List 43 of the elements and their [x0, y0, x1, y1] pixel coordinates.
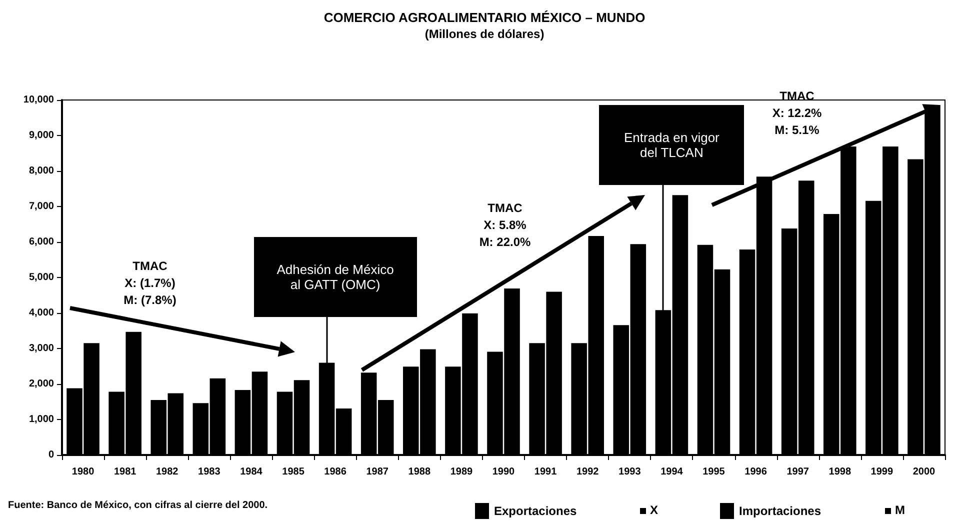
x-tick-label: 1994 [660, 466, 684, 478]
y-tick-label: 7,000 [28, 201, 54, 212]
y-tick-label: 3,000 [28, 343, 54, 354]
x-tick-label: 1985 [282, 466, 305, 478]
y-tick-label: 10,000 [23, 94, 54, 106]
x-tick-label: 1995 [702, 466, 726, 478]
y-tick-label: 4,000 [28, 308, 54, 318]
callout-box: Adhesión de México al GATT (OMC) [254, 237, 417, 317]
x-tick-label: 1988 [408, 466, 431, 478]
x-tick-label: 1989 [450, 466, 474, 478]
x-tick-label: 1990 [492, 466, 516, 478]
text: X [650, 503, 658, 517]
x-tick-label: 1997 [786, 466, 810, 478]
y-tick-label: 2,000 [28, 378, 54, 390]
y-tick-label: 9,000 [28, 130, 54, 141]
x-tick-label: 1999 [870, 466, 894, 478]
text: M [895, 503, 905, 517]
x-tick-label: 1986 [324, 466, 347, 478]
x-tick-label: 1991 [534, 466, 558, 478]
y-tick-label: 6,000 [28, 236, 54, 248]
x-tick-label: 1996 [744, 466, 768, 478]
annotation: TMAC X: (1.7%) M: (7.8%) [122, 258, 178, 309]
annotation: TMAC X: 5.8% M: 22.0% [478, 200, 532, 251]
x-tick-label: 1981 [114, 466, 137, 478]
x-tick-label: 1983 [198, 466, 221, 478]
source-note: Fuente: Banco de México, con cifras al cierre del 2000. [8, 500, 268, 511]
x-tick-label: 1992 [576, 466, 600, 478]
y-tick-label: 1,000 [28, 414, 54, 425]
callout-box: Entrada en vigor del TLCAN [599, 105, 744, 185]
y-tick-label: 8,000 [28, 166, 54, 176]
y-tick-label: 0 [48, 450, 54, 460]
legend-label: Importaciones [739, 504, 822, 518]
x-tick-label: 1980 [72, 466, 95, 478]
x-tick-label: 2000 [912, 466, 936, 478]
chart-subtitle: (Millones de dólares) [424, 27, 544, 41]
x-tick-label: 1984 [240, 466, 263, 478]
chart-title: COMERCIO AGROALIMENTARIO MÉXICO – MUNDO [324, 10, 646, 25]
y-tick-label: 5,000 [28, 272, 54, 283]
legend-label: Exportaciones [494, 504, 578, 518]
x-tick-label: 1998 [828, 466, 852, 478]
x-tick-label: 1993 [618, 466, 642, 478]
x-tick-label: 1987 [366, 466, 389, 478]
x-tick-label: 1982 [156, 466, 179, 478]
